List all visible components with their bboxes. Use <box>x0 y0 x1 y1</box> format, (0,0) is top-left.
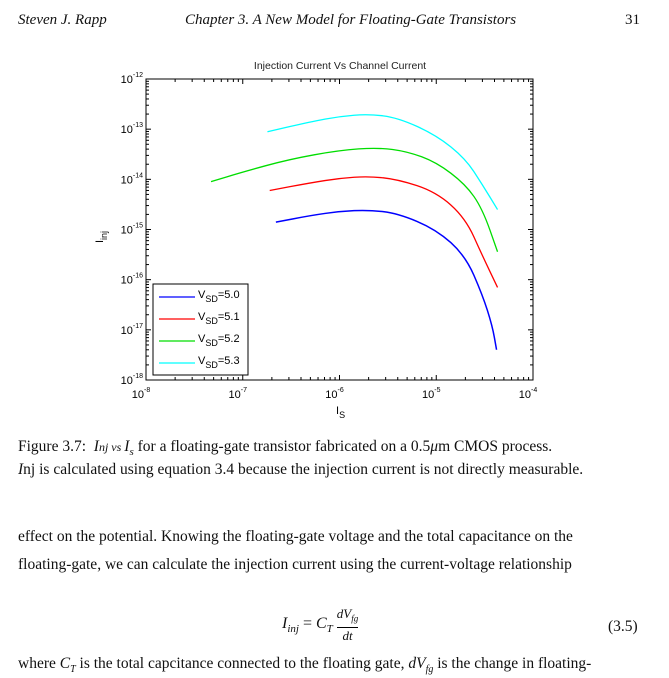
header-author: Steven J. Rapp <box>18 12 107 28</box>
x-tick-label: 10-4 <box>519 387 538 401</box>
series-line-1 <box>269 176 499 288</box>
equation: Iinj = CT dVfg dt <box>282 606 359 643</box>
page-number: 31 <box>625 12 640 28</box>
series-line-0 <box>275 209 498 350</box>
body-line-1: effect on the potential. Knowing the flo… <box>18 528 573 545</box>
legend-entry: VSD=5.1 <box>198 311 240 326</box>
header-chapter: Chapter 3. A New Model for Floating-Gate… <box>185 12 517 28</box>
body-line-3: where CT is the total capcitance connect… <box>18 655 592 676</box>
legend-entry: VSD=5.0 <box>198 289 240 304</box>
series-line-2 <box>210 147 499 252</box>
equation-number: (3.5) <box>608 618 638 635</box>
legend-entry: VSD=5.2 <box>198 333 240 348</box>
y-axis-label: Iinj <box>94 231 109 243</box>
body-line-2: floating-gate, we can calculate the inje… <box>18 556 572 573</box>
legend-box <box>152 283 249 376</box>
y-tick-label: 10-17 <box>121 323 143 337</box>
x-axis-label: IS <box>336 405 345 420</box>
figure-caption-line1: Figure 3.7: Inj vs Is for a floating-gat… <box>18 438 553 459</box>
y-tick-label: 10-15 <box>121 223 143 237</box>
chart: Injection Current Vs Channel Current 10-… <box>94 60 538 420</box>
legend-entry: VSD=5.3 <box>198 355 240 370</box>
x-tick-label: 10-8 <box>132 387 151 401</box>
chart-title: Injection Current Vs Channel Current <box>254 60 426 72</box>
x-tick-label: 10-5 <box>422 387 441 401</box>
y-tick-label: 10-18 <box>121 373 143 387</box>
x-tick-label: 10-7 <box>229 387 248 401</box>
svg-text:Iinj: Iinj <box>94 231 109 243</box>
legend: VSD=5.0 VSD=5.1 VSD=5.2 VSD=5.3 <box>152 283 249 376</box>
x-tick-label: 10-6 <box>325 387 344 401</box>
y-tick-label: 10-13 <box>121 122 143 136</box>
figure-caption-line2: Inj is calculated using equation 3.4 bec… <box>18 461 584 478</box>
series-line-3 <box>267 114 499 210</box>
y-tick-label: 10-12 <box>121 72 143 86</box>
y-tick-label: 10-16 <box>121 273 143 287</box>
y-tick-label: 10-14 <box>121 172 143 186</box>
